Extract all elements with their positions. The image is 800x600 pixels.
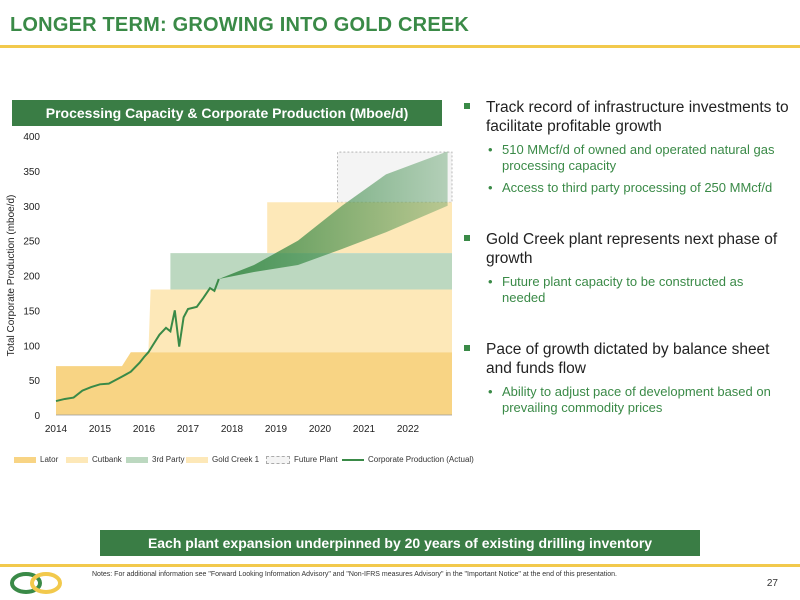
inventory-banner: Each plant expansion underpinned by 20 y… bbox=[100, 530, 700, 556]
company-logo-icon bbox=[10, 572, 62, 594]
y-tick-label: 100 bbox=[23, 341, 40, 352]
bullet-main: Track record of infrastructure investmen… bbox=[460, 98, 790, 136]
sub-bullet: • 510 MMcf/d of owned and operated natura… bbox=[460, 142, 790, 174]
y-tick-label: 50 bbox=[29, 376, 41, 387]
x-tick-label: 2014 bbox=[45, 424, 68, 435]
y-tick-label: 400 bbox=[23, 132, 40, 143]
legend-swatch bbox=[186, 456, 208, 463]
bullet-group: Gold Creek plant represents next phase o… bbox=[460, 230, 790, 306]
bullet-dot-icon: • bbox=[488, 180, 493, 195]
bullet-text: Gold Creek plant represents next phase o… bbox=[486, 231, 778, 267]
sub-bullet-text: 510 MMcf/d of owned and operated natural… bbox=[502, 142, 775, 173]
bullet-square-icon bbox=[464, 235, 470, 241]
page-title: LONGER TERM: GROWING INTO GOLD CREEK bbox=[10, 14, 470, 36]
sub-bullet-text: Access to third party processing of 250 … bbox=[502, 180, 773, 195]
chart-header: Processing Capacity & Corporate Producti… bbox=[12, 100, 442, 126]
x-tick-label: 2016 bbox=[133, 424, 156, 435]
area-lator bbox=[56, 352, 452, 415]
area-3rd-party bbox=[170, 253, 452, 290]
legend-label: Cutbank bbox=[92, 455, 122, 464]
area-cutbank bbox=[130, 289, 453, 353]
y-tick-label: 200 bbox=[23, 272, 40, 283]
y-tick-label: 350 bbox=[23, 167, 40, 178]
sub-bullet: • Access to third party processing of 250… bbox=[460, 180, 790, 196]
x-tick-label: 2022 bbox=[397, 424, 420, 435]
legend-swatch bbox=[126, 456, 148, 463]
chart-legend: Lator Cutbank 3rd Party Gold Creek 1 Future … bbox=[14, 455, 494, 467]
page-number: 27 bbox=[766, 578, 778, 589]
footnote: Notes: For additional information see "F… bbox=[92, 571, 617, 578]
legend-item: Lator bbox=[14, 455, 58, 464]
bullet-dot-icon: • bbox=[488, 274, 493, 289]
sub-bullet-text: Ability to adjust pace of development ba… bbox=[502, 384, 771, 415]
bullet-group: Pace of growth dictated by balance sheet… bbox=[460, 340, 790, 416]
bottom-divider bbox=[0, 564, 800, 567]
y-axis-label: Total Corporate Production (mboe/d) bbox=[6, 195, 17, 357]
forecast-band bbox=[218, 151, 448, 279]
x-tick-label: 2020 bbox=[309, 424, 332, 435]
bullet-square-icon bbox=[464, 103, 470, 109]
bullet-group: Track record of infrastructure investmen… bbox=[460, 98, 790, 196]
bullet-square-icon bbox=[464, 345, 470, 351]
sub-bullet: • Future plant capacity to be constructed… bbox=[460, 274, 790, 306]
legend-swatch bbox=[66, 456, 88, 463]
y-tick-label: 150 bbox=[23, 306, 40, 317]
legend-item: Cutbank bbox=[66, 455, 122, 464]
x-tick-label: 2021 bbox=[353, 424, 376, 435]
legend-item: Corporate Production (Actual) bbox=[342, 455, 474, 464]
legend-label: 3rd Party bbox=[152, 455, 185, 464]
bullet-main: Pace of growth dictated by balance sheet… bbox=[460, 340, 790, 378]
bullet-main: Gold Creek plant represents next phase o… bbox=[460, 230, 790, 268]
top-divider bbox=[0, 45, 800, 48]
x-tick-label: 2019 bbox=[265, 424, 288, 435]
legend-swatch bbox=[266, 455, 290, 464]
bullet-dot-icon: • bbox=[488, 142, 493, 157]
y-tick-label: 300 bbox=[23, 202, 40, 213]
legend-item: Gold Creek 1 bbox=[186, 455, 259, 464]
bullet-dot-icon: • bbox=[488, 384, 493, 399]
bullet-text: Track record of infrastructure investmen… bbox=[486, 99, 789, 135]
x-tick-label: 2017 bbox=[177, 424, 200, 435]
line-corporate-production-actual bbox=[55, 278, 220, 403]
legend-label: Future Plant bbox=[294, 455, 338, 464]
legend-label: Lator bbox=[40, 455, 59, 464]
legend-item: 3rd Party bbox=[126, 455, 184, 464]
x-tick-label: 2018 bbox=[221, 424, 244, 435]
bullet-list: Track record of infrastructure investmen… bbox=[460, 98, 790, 450]
legend-label: Gold Creek 1 bbox=[212, 455, 260, 464]
legend-label: Corporate Production (Actual) bbox=[368, 455, 474, 464]
sub-bullet: • Ability to adjust pace of development b… bbox=[460, 384, 790, 416]
x-tick-label: 2015 bbox=[89, 424, 112, 435]
legend-item: Future Plant bbox=[266, 455, 338, 464]
legend-swatch bbox=[14, 456, 36, 463]
y-tick-label: 0 bbox=[34, 411, 40, 422]
legend-swatch bbox=[342, 458, 364, 461]
sub-bullet-text: Future plant capacity to be constructed … bbox=[502, 274, 744, 305]
production-chart: 0 50 100 150 200 250 300 350 400 2014 2015 2016 2017… bbox=[6, 132, 453, 435]
bullet-text: Pace of growth dictated by balance sheet… bbox=[486, 341, 770, 377]
y-tick-label: 250 bbox=[23, 237, 40, 248]
